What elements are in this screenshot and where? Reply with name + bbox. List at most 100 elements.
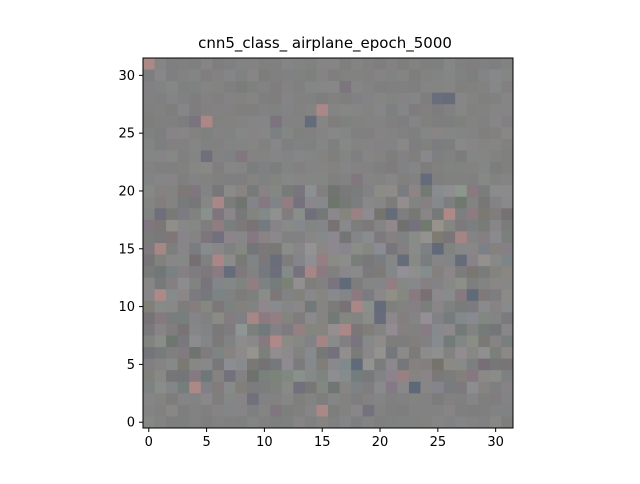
pixel [258,404,271,417]
pixel [397,162,410,175]
pixel [339,115,352,128]
pixel [432,162,445,175]
pixel [420,219,433,232]
pixel [177,370,190,383]
pixel [351,323,364,336]
pixel [177,289,190,302]
pixel [316,243,329,256]
pixel [466,231,479,244]
pixel [304,393,317,406]
pixel [478,127,491,140]
x-tick-label: 5 [202,435,210,450]
pixel [397,254,410,267]
pixel [432,69,445,82]
pixel [501,185,514,198]
pixel [328,404,341,417]
pixel [478,300,491,313]
pixel [258,162,271,175]
pixel [223,81,236,94]
pixel [166,92,179,105]
pixel [154,173,167,186]
pixel [397,266,410,279]
pixel [189,266,202,279]
pixel [316,196,329,209]
pixel [455,231,468,244]
pixel [235,231,248,244]
pixel [270,104,283,117]
pixel [362,208,375,221]
pixel [339,138,352,151]
pixel [501,243,514,256]
pixel [293,208,306,221]
pixel [443,92,456,105]
pixel [339,254,352,267]
pixel [362,196,375,209]
pixel [189,393,202,406]
pixel [420,185,433,198]
pixel [443,347,456,360]
pixel [385,312,398,325]
pixel [489,196,502,209]
pixel [212,127,225,140]
pixel [247,92,260,105]
pixel [420,138,433,151]
pixel [258,185,271,198]
pixel [316,150,329,163]
x-tick-label: 30 [487,435,504,450]
pixel [385,115,398,128]
pixel [154,277,167,290]
pixel [489,416,502,429]
pixel [166,138,179,151]
pixel [189,81,202,94]
pixel [408,254,421,267]
pixel [316,173,329,186]
pixel [189,381,202,394]
pixel [501,393,514,406]
pixel [478,370,491,383]
pixel [212,266,225,279]
pixel [247,243,260,256]
pixel [235,150,248,163]
pixel [420,393,433,406]
pixel [293,115,306,128]
pixel [304,219,317,232]
pixel [247,127,260,140]
pixel [351,138,364,151]
pixel [443,416,456,429]
pixel [489,404,502,417]
pixel [385,81,398,94]
pixel [281,58,294,71]
pixel [420,127,433,140]
pixel [443,277,456,290]
pixel [351,173,364,186]
pixel [374,335,387,348]
pixel [293,300,306,313]
pixel [143,138,156,151]
pixel [166,323,179,336]
pixel [489,335,502,348]
pixel [258,127,271,140]
pixel [270,81,283,94]
pixel [143,150,156,163]
pixel [420,115,433,128]
pixel [304,254,317,267]
pixel [489,370,502,383]
pixel [143,69,156,82]
pixel [235,266,248,279]
pixel [397,289,410,302]
pixel [432,173,445,186]
pixel [212,69,225,82]
pixel [432,393,445,406]
pixel [501,312,514,325]
pixel [501,416,514,429]
pixel [235,173,248,186]
pixel [281,138,294,151]
pixel [374,312,387,325]
pixel [420,162,433,175]
pixel [200,381,213,394]
pixel [466,173,479,186]
pixel [177,127,190,140]
pixel [235,300,248,313]
pixel [316,266,329,279]
